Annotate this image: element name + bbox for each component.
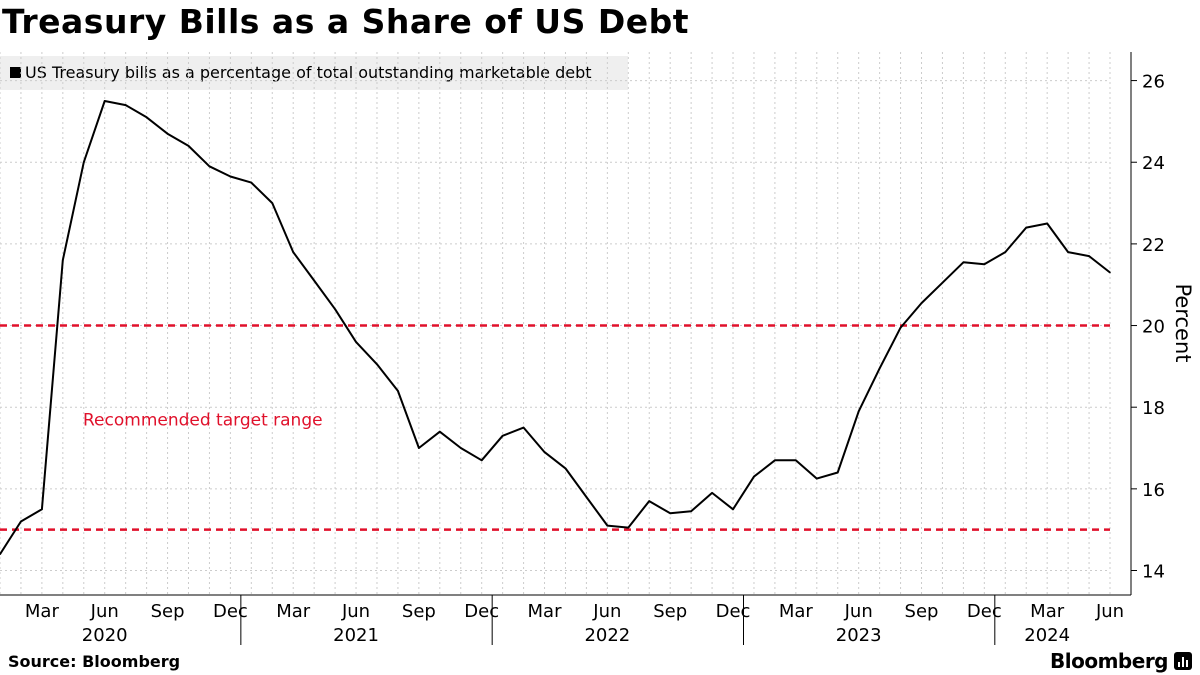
data-point	[816, 477, 818, 480]
x-tick-label: Sep	[653, 601, 687, 622]
data-point	[878, 367, 881, 370]
data-point	[418, 447, 420, 449]
data-point	[669, 512, 671, 515]
x-tick-label: Sep	[151, 601, 185, 622]
y-axis-title: Percent	[1171, 283, 1195, 362]
y-tick-label: 26	[1142, 72, 1165, 93]
data-point	[41, 508, 43, 511]
data-point	[103, 100, 106, 102]
data-point	[376, 363, 378, 366]
data-point	[962, 261, 965, 264]
data-point	[1046, 222, 1048, 225]
y-tick-label: 16	[1142, 480, 1165, 501]
x-tick-label: Jun	[844, 601, 873, 622]
x-tick-label: Dec	[464, 601, 499, 622]
data-point	[774, 459, 776, 462]
data-point	[941, 281, 944, 284]
y-tick-label: 24	[1142, 153, 1165, 174]
source-note: Source: Bloomberg	[8, 652, 181, 671]
x-tick-label: Dec	[716, 601, 751, 622]
y-tick-label: 20	[1142, 317, 1165, 338]
data-point	[480, 459, 483, 462]
data-point	[857, 410, 860, 413]
y-tick-label: 18	[1142, 398, 1165, 419]
x-tick-label: Jun	[1095, 601, 1124, 622]
data-point	[250, 181, 253, 184]
x-tick-label: Mar	[276, 601, 311, 622]
x-tick-label: Mar	[1030, 601, 1065, 622]
data-point	[627, 526, 630, 529]
x-tick-label: Jun	[90, 601, 119, 622]
data-point	[899, 326, 902, 329]
axes	[0, 52, 1137, 645]
data-point	[501, 435, 504, 437]
x-tick-label: Sep	[402, 601, 436, 622]
y-tick-label: 22	[1142, 235, 1165, 256]
data-point	[292, 251, 295, 253]
data-point	[564, 467, 567, 470]
data-point	[313, 279, 316, 282]
x-tick-label: Mar	[25, 601, 60, 622]
data-point	[0, 553, 1, 555]
data-point	[62, 259, 64, 262]
brand-logo: Bloomberg	[1050, 649, 1168, 673]
data-point	[1025, 226, 1027, 229]
data-point	[753, 475, 755, 478]
data-point	[124, 104, 127, 106]
data-point	[20, 520, 22, 523]
data-point	[187, 145, 190, 147]
x-year-label: 2022	[584, 625, 630, 646]
x-year-label: 2023	[836, 625, 882, 646]
x-tick-label: Dec	[967, 601, 1002, 622]
x-tick-label: Mar	[528, 601, 563, 622]
data-point	[271, 202, 274, 204]
data-point	[836, 471, 839, 474]
data-point	[1067, 251, 1069, 253]
data-point	[690, 510, 692, 513]
data-point	[543, 451, 546, 453]
data-point	[208, 165, 211, 168]
data-point	[355, 341, 357, 343]
data-point	[795, 459, 797, 462]
x-year-label: 2021	[333, 625, 379, 646]
target-lines	[0, 324, 1110, 531]
data-point	[1109, 271, 1111, 274]
data-point	[648, 500, 650, 502]
x-tick-label: Jun	[592, 601, 621, 622]
x-tick-label: Mar	[779, 601, 814, 622]
data-point	[166, 132, 169, 135]
data-point	[920, 302, 923, 304]
data-point	[229, 175, 232, 178]
data-point	[711, 492, 713, 494]
y-tick-label: 14	[1142, 562, 1165, 583]
data-point	[606, 524, 609, 527]
data-point	[334, 308, 336, 311]
series-group	[0, 100, 1111, 555]
data-point	[145, 116, 148, 119]
target-range-annotation: Recommended target range	[83, 410, 323, 430]
x-year-label: 2020	[82, 625, 128, 646]
data-point	[439, 430, 441, 433]
x-tick-label: Jun	[341, 601, 370, 622]
data-point	[585, 496, 588, 498]
data-point	[1088, 255, 1090, 257]
data-point	[460, 447, 462, 449]
x-year-label: 2024	[1024, 625, 1070, 646]
series-line	[0, 100, 1111, 555]
legend-label: US Treasury bills as a percentage of tot…	[25, 63, 592, 82]
data-point	[1004, 251, 1007, 253]
chart-title: Treasury Bills as a Share of US Debt	[2, 2, 690, 41]
bar-chart-icon	[1174, 652, 1192, 670]
legend-swatch	[10, 67, 21, 78]
data-point	[983, 263, 986, 266]
data-point	[522, 426, 525, 429]
data-point	[397, 390, 399, 392]
data-point	[732, 508, 734, 511]
x-tick-label: Dec	[213, 601, 248, 622]
data-point	[83, 161, 85, 163]
x-tick-label: Sep	[905, 601, 939, 622]
